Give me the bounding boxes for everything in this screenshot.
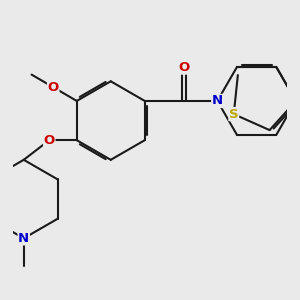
Text: N: N xyxy=(18,232,29,245)
Text: O: O xyxy=(48,81,59,94)
Text: O: O xyxy=(178,61,190,74)
Text: S: S xyxy=(229,108,238,121)
Text: O: O xyxy=(44,134,55,147)
Text: N: N xyxy=(212,94,223,107)
